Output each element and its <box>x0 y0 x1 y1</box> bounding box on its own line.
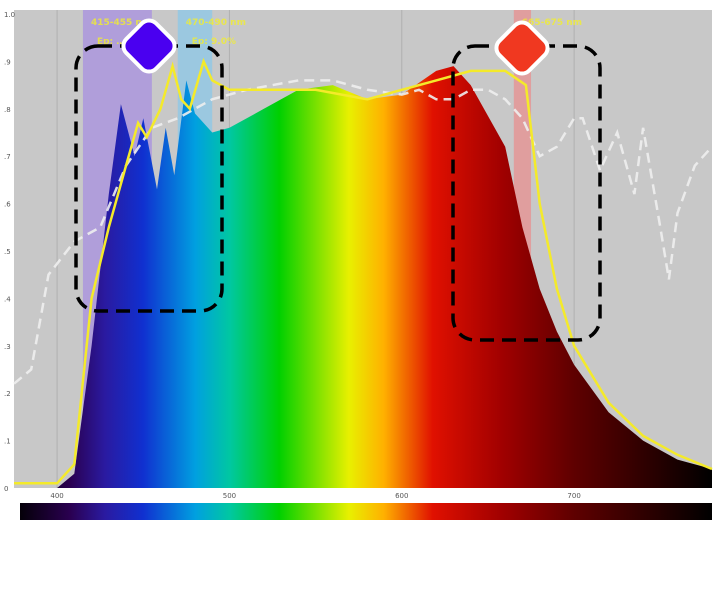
y-tick-label: .1 <box>4 438 11 446</box>
x-tick-label: 600 <box>395 492 408 500</box>
x-tick-label: 700 <box>567 492 580 500</box>
reference-dashed-line <box>13 79 713 385</box>
band-range-label: 665-675 nm <box>522 18 582 28</box>
red-diamond-marker-icon <box>494 20 550 76</box>
y-tick-zero: 0 <box>4 485 8 493</box>
y-tick-label: .9 <box>4 58 11 66</box>
y-tick-label: .6 <box>4 201 11 209</box>
measured-yellow-line <box>14 57 713 485</box>
y-tick-label: .4 <box>4 295 11 303</box>
color-bar <box>20 503 712 520</box>
x-tick-label: 500 <box>223 492 236 500</box>
y-tick-label: 1.0 <box>4 11 15 19</box>
band-ep-label: Ep: 9.0% <box>192 37 236 47</box>
y-tick-label: .3 <box>4 343 11 351</box>
x-tick-label: 400 <box>50 492 63 500</box>
band-range-label: 415-455 nm <box>91 18 151 28</box>
spectrum-area <box>57 66 712 488</box>
y-tick-label: .8 <box>4 106 11 114</box>
y-tick-label: .5 <box>4 248 11 256</box>
y-tick-label: .2 <box>4 390 11 398</box>
band-ep-label: Ep: … <box>97 37 125 47</box>
band-range-label: 470-490 nm <box>186 18 246 28</box>
blue-diamond-marker-icon <box>121 18 177 74</box>
y-tick-label: .7 <box>4 153 11 161</box>
